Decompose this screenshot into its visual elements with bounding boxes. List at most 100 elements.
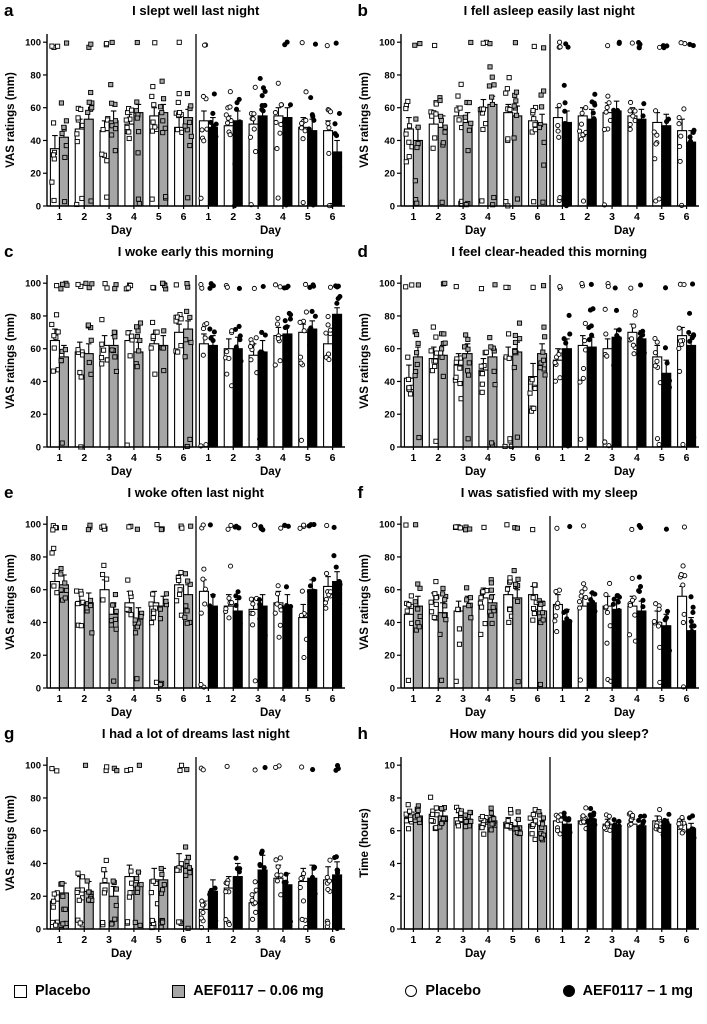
svg-text:6: 6 xyxy=(534,693,540,705)
svg-text:3: 3 xyxy=(106,934,112,946)
svg-text:4: 4 xyxy=(484,934,490,946)
svg-text:1: 1 xyxy=(56,211,62,223)
svg-text:6: 6 xyxy=(330,693,336,705)
panel-d-letter: d xyxy=(357,242,368,261)
svg-text:80: 80 xyxy=(384,70,395,81)
svg-text:3: 3 xyxy=(460,211,466,223)
svg-text:0: 0 xyxy=(36,683,41,694)
svg-text:4: 4 xyxy=(484,693,490,705)
svg-text:40: 40 xyxy=(30,136,41,147)
black-circle-marker-icon xyxy=(562,985,575,997)
svg-text:100: 100 xyxy=(379,278,395,289)
svg-text:6: 6 xyxy=(330,211,336,223)
svg-text:20: 20 xyxy=(384,169,395,180)
svg-text:VAS ratings (mm): VAS ratings (mm) xyxy=(359,554,371,650)
svg-text:100: 100 xyxy=(379,519,395,530)
panel-f-letter: f xyxy=(357,483,364,502)
svg-text:60: 60 xyxy=(30,585,41,596)
svg-text:80: 80 xyxy=(30,311,41,322)
svg-text:4: 4 xyxy=(280,452,286,464)
svg-text:5: 5 xyxy=(305,211,311,223)
svg-text:6: 6 xyxy=(330,452,336,464)
svg-text:60: 60 xyxy=(384,103,395,114)
svg-text:1: 1 xyxy=(410,211,416,223)
panel-b-header: b I fell asleep easily last night xyxy=(354,0,707,27)
svg-text:5: 5 xyxy=(156,693,162,705)
panel-g-letter: g xyxy=(4,724,15,743)
svg-text:4: 4 xyxy=(280,934,286,946)
svg-text:1: 1 xyxy=(205,693,211,705)
svg-text:4: 4 xyxy=(131,934,137,946)
svg-text:5: 5 xyxy=(658,211,664,223)
svg-text:4: 4 xyxy=(131,693,137,705)
svg-text:0: 0 xyxy=(389,442,394,453)
svg-text:6: 6 xyxy=(181,934,187,946)
svg-text:3: 3 xyxy=(255,452,261,464)
open-circle-marker-icon xyxy=(405,985,418,997)
svg-text:3: 3 xyxy=(609,452,615,464)
svg-text:2: 2 xyxy=(81,452,87,464)
svg-text:5: 5 xyxy=(305,452,311,464)
svg-text:20: 20 xyxy=(30,892,41,903)
svg-text:3: 3 xyxy=(460,693,466,705)
svg-text:6: 6 xyxy=(389,826,394,837)
svg-text:2: 2 xyxy=(584,934,590,946)
svg-text:3: 3 xyxy=(460,934,466,946)
svg-text:VAS ratings (mm): VAS ratings (mm) xyxy=(5,554,17,650)
panel-e-title: I woke often last night xyxy=(127,485,264,500)
svg-text:VAS ratings (mm): VAS ratings (mm) xyxy=(359,313,371,409)
svg-text:Day: Day xyxy=(111,466,133,478)
svg-text:80: 80 xyxy=(30,552,41,563)
svg-text:Day: Day xyxy=(111,948,133,960)
svg-text:5: 5 xyxy=(156,211,162,223)
svg-text:80: 80 xyxy=(384,552,395,563)
svg-text:6: 6 xyxy=(683,934,689,946)
svg-text:2: 2 xyxy=(435,452,441,464)
panel-b-chart: 1 2 3 4 5 6 Day 1 2 3 4 5 6 Day 0 20 40 60 80 100 VAS rating… xyxy=(359,34,699,237)
svg-text:6: 6 xyxy=(181,693,187,705)
panel-b-title: I fell asleep easily last night xyxy=(463,3,635,18)
legend-item-aef-006: AEF0117 – 0.06 mg xyxy=(172,983,324,999)
svg-text:3: 3 xyxy=(609,211,615,223)
svg-text:0: 0 xyxy=(389,924,394,935)
svg-text:Day: Day xyxy=(464,707,486,719)
panel-h-letter: h xyxy=(357,724,368,743)
svg-text:VAS ratings (mm): VAS ratings (mm) xyxy=(5,72,17,168)
panel-d: d I feel clear-headed this morning 1 2 3 4 5… xyxy=(354,241,707,482)
legend-item-aef-1: AEF0117 – 1 mg xyxy=(562,983,693,999)
svg-text:2: 2 xyxy=(81,693,87,705)
svg-text:5: 5 xyxy=(156,452,162,464)
svg-text:VAS ratings (mm): VAS ratings (mm) xyxy=(5,313,17,409)
svg-text:3: 3 xyxy=(106,693,112,705)
svg-text:1: 1 xyxy=(205,211,211,223)
svg-text:Time (hours): Time (hours) xyxy=(359,808,371,878)
svg-text:2: 2 xyxy=(230,211,236,223)
svg-text:1: 1 xyxy=(410,934,416,946)
svg-text:6: 6 xyxy=(330,934,336,946)
panel-c-header: c I woke early this morning xyxy=(0,241,354,268)
panel-h-header: h How many hours did you sleep? xyxy=(354,723,707,750)
svg-text:4: 4 xyxy=(131,452,137,464)
svg-text:1: 1 xyxy=(559,693,565,705)
panel-a-chart: 1 2 3 4 5 6 Day 1 2 3 4 5 6 Day 0 20 40 60 80 100 VAS rating… xyxy=(5,34,345,237)
svg-text:2: 2 xyxy=(230,934,236,946)
svg-text:VAS ratings (mm): VAS ratings (mm) xyxy=(359,72,371,168)
svg-text:6: 6 xyxy=(683,452,689,464)
svg-text:Day: Day xyxy=(111,707,133,719)
svg-text:80: 80 xyxy=(384,311,395,322)
svg-text:4: 4 xyxy=(131,211,137,223)
panel-f-header: f I was satisfied with my sleep xyxy=(354,482,707,509)
legend-item-placebo-circle: Placebo xyxy=(405,983,481,999)
panel-c: c I woke early this morning 1 2 3 4 5 6 Day 1 2 3… xyxy=(0,241,354,482)
panel-c-letter: c xyxy=(4,242,14,261)
svg-text:20: 20 xyxy=(30,169,41,180)
panel-e: e I woke often last night 1 2 3 4 5 6 Day 1 2 3 4 5… xyxy=(0,482,354,723)
svg-text:Day: Day xyxy=(260,707,282,719)
svg-text:5: 5 xyxy=(156,934,162,946)
svg-text:0: 0 xyxy=(36,924,41,935)
svg-text:3: 3 xyxy=(255,934,261,946)
svg-text:80: 80 xyxy=(30,70,41,81)
svg-text:100: 100 xyxy=(25,37,41,48)
svg-text:60: 60 xyxy=(30,826,41,837)
svg-text:3: 3 xyxy=(255,693,261,705)
